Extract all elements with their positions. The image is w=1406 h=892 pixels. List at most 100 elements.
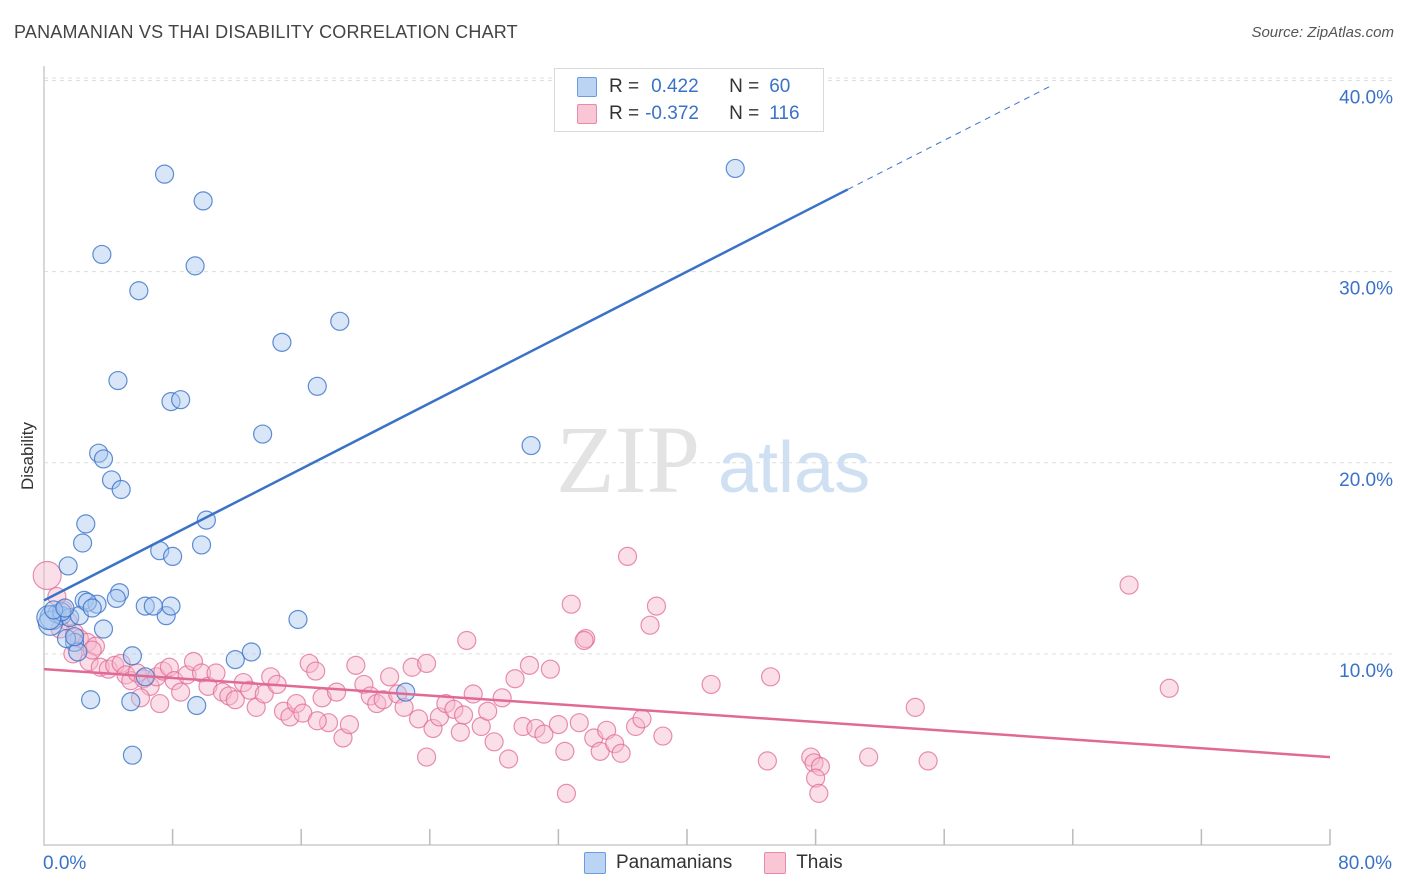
legend-n-label: N = — [729, 76, 760, 97]
thais-point — [569, 713, 589, 733]
thais-point — [498, 749, 519, 769]
thais-point — [625, 716, 646, 737]
thais-point — [130, 688, 151, 708]
thais-point — [416, 653, 437, 674]
panamanians-point — [171, 390, 191, 410]
panamanians-point — [330, 311, 350, 331]
thais-point — [373, 690, 393, 710]
thais-point — [354, 674, 374, 695]
panamanians-point — [156, 606, 176, 626]
thais-point — [453, 705, 474, 725]
thais-point — [171, 682, 191, 702]
thais-point — [111, 653, 131, 674]
y-tick-label: 30.0% — [1339, 279, 1393, 300]
thais-point — [444, 699, 464, 719]
series-label-thais: Thais — [796, 852, 843, 873]
thais-point — [809, 783, 829, 803]
thais-point — [339, 714, 360, 735]
thais-point — [555, 741, 575, 761]
panamanians-point — [122, 745, 143, 765]
series-label-panamanians: Panamanians — [616, 852, 733, 873]
thais-point — [307, 711, 327, 731]
panamanians-point — [72, 533, 93, 553]
thais-point — [701, 674, 721, 695]
thais-point — [402, 657, 422, 677]
x-tick-label: 80.0% — [1338, 853, 1392, 874]
thais-point — [918, 751, 938, 771]
thais-point — [605, 734, 625, 754]
panamanians-point — [143, 596, 163, 616]
thais-point — [632, 709, 652, 729]
panamanians-point — [82, 598, 102, 618]
panamanians-point — [272, 332, 292, 352]
panamanians-point — [109, 583, 130, 603]
thais-point — [611, 743, 631, 763]
panamanians-point — [725, 158, 745, 179]
panamanians-point — [288, 609, 308, 630]
panamanians-point — [58, 556, 78, 576]
thais-point — [548, 714, 569, 735]
panamanians-point — [68, 642, 88, 662]
thais-point — [1159, 678, 1179, 698]
panamanians-point — [74, 590, 94, 610]
series-swatch-thais — [764, 852, 787, 874]
source-label: Source: ZipAtlas.com — [1251, 24, 1394, 41]
y-axis-label: Disability — [18, 421, 37, 490]
legend-row-thais: R = -0.372 N = 116 — [577, 101, 800, 127]
thais-point — [805, 768, 826, 788]
y-tick-label: 20.0% — [1339, 470, 1393, 491]
panamanians-point — [187, 695, 207, 716]
thais-point — [326, 682, 347, 702]
panamanians-point — [191, 535, 212, 555]
legend-swatch-pink — [577, 104, 597, 124]
panamanians-point — [193, 191, 213, 211]
panamanians-point — [106, 588, 126, 609]
thais-point — [617, 546, 638, 567]
thais-point — [534, 724, 554, 744]
thais-point — [757, 751, 777, 771]
y-tick-label: 40.0% — [1339, 88, 1393, 109]
thais-point — [150, 693, 170, 714]
thais-point — [646, 596, 667, 616]
thais-point — [416, 747, 437, 767]
thais-point — [505, 669, 525, 689]
panamanians-point — [121, 692, 141, 712]
panamanians-point — [225, 650, 245, 670]
thais-point — [478, 701, 498, 721]
panamanians-trendline — [43, 188, 849, 602]
panamanians-point — [135, 596, 155, 616]
chart-title: PANAMANIAN VS THAI DISABILITY CORRELATIO… — [14, 22, 518, 42]
thais-point — [346, 655, 366, 675]
legend-r-label: R = — [609, 76, 640, 97]
panamanians-point — [93, 449, 114, 469]
panamanians-point — [161, 391, 181, 412]
thais-point — [457, 630, 477, 651]
thais-point — [299, 653, 319, 674]
legend-n-label: N = — [729, 103, 760, 124]
panamanians-point — [253, 424, 273, 444]
thais-point — [810, 757, 831, 777]
panamanians-point — [163, 546, 183, 567]
panamanians-point — [396, 682, 416, 702]
legend-n-value: 60 — [769, 76, 791, 97]
thais-point — [905, 697, 925, 717]
panamanians-point — [154, 164, 175, 184]
series-swatch-panamanians — [584, 852, 606, 874]
correlation-legend: R = 0.422 N = 60 R = -0.372 N = 116 — [554, 68, 824, 132]
y-tick-label: 10.0% — [1339, 661, 1393, 682]
panamanians-point — [241, 642, 261, 662]
thais-point — [492, 688, 512, 708]
legend-r-label: R = — [609, 103, 640, 124]
panamanians-point — [81, 690, 101, 710]
legend-r-value: 0.422 — [651, 76, 699, 97]
series-legend: Panamanians Thais — [584, 852, 843, 874]
thais-point — [760, 667, 781, 687]
panamanians-point — [56, 628, 77, 649]
panamanians-point — [92, 244, 112, 265]
thais-point — [32, 560, 62, 591]
thais-point — [640, 615, 660, 635]
thais-point — [183, 651, 204, 672]
thais-point — [423, 718, 443, 739]
legend-n-value: 116 — [769, 103, 800, 124]
panamanians-point — [111, 479, 131, 500]
